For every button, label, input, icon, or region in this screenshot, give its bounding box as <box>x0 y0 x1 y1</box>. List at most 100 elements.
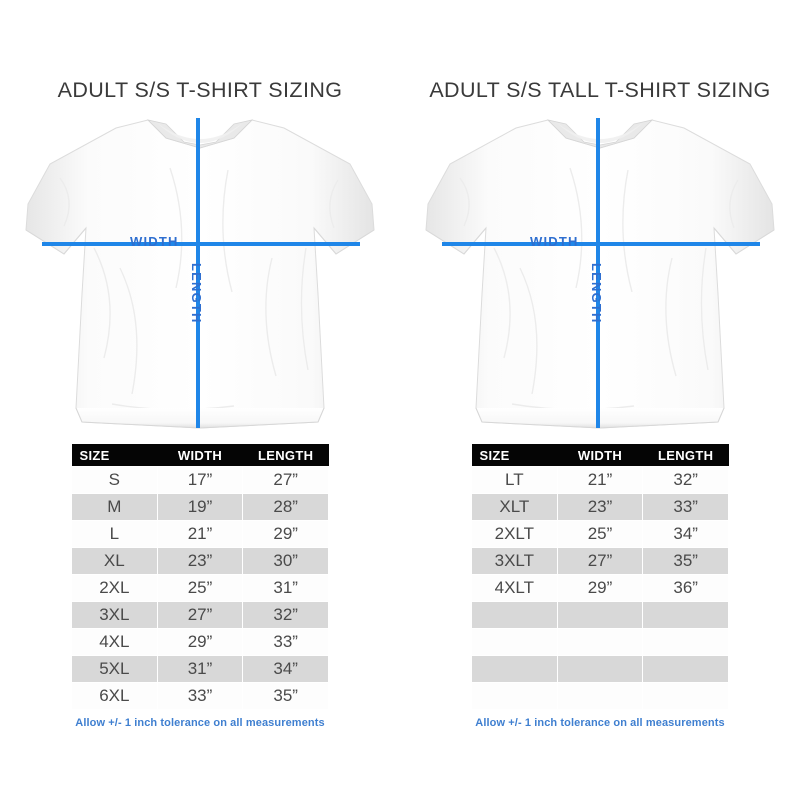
size-table-head: SIZE WIDTH LENGTH <box>71 444 329 467</box>
table-row: M 19” 28” <box>71 493 329 521</box>
length-cell: 32” <box>642 466 729 494</box>
length-cell: 28” <box>242 493 329 521</box>
table-row: L 21” 29” <box>71 520 329 548</box>
width-cell: 27” <box>556 547 644 575</box>
size-cell: 6XL <box>71 682 158 710</box>
size-cell: M <box>71 493 158 521</box>
tshirt-illustration-icon <box>25 119 375 429</box>
empty-cell <box>642 655 729 683</box>
size-cell: 4XLT <box>471 574 558 602</box>
size-cell: S <box>71 466 158 494</box>
table-row: XL 23” 30” <box>71 547 329 575</box>
table-row: XLT 23” 33” <box>471 493 729 521</box>
tshirt-diagram: WIDTH LENGTH <box>420 108 780 438</box>
size-cell: 2XL <box>71 574 158 602</box>
size-cell: XLT <box>471 493 558 521</box>
tshirt-illustration-icon <box>425 119 775 429</box>
size-cell: 2XLT <box>471 520 558 548</box>
tolerance-note: Allow +/- 1 inch tolerance on all measur… <box>475 717 725 729</box>
table-row-empty <box>471 628 729 656</box>
length-cell: 34” <box>642 520 729 548</box>
table-row-empty <box>471 601 729 629</box>
length-label: LENGTH <box>589 263 604 324</box>
panel-title: ADULT S/S TALL T-SHIRT SIZING <box>429 78 771 102</box>
empty-cell <box>556 682 644 710</box>
length-cell: 29” <box>242 520 329 548</box>
length-cell: 35” <box>242 682 329 710</box>
width-cell: 21” <box>156 520 244 548</box>
empty-cell <box>642 601 729 629</box>
length-measure-line <box>196 118 200 428</box>
sizing-panel-1: ADULT S/S TALL T-SHIRT SIZING <box>400 0 800 729</box>
length-cell: 27” <box>242 466 329 494</box>
size-cell: XL <box>71 547 158 575</box>
table-row: 6XL 33” 35” <box>71 682 329 710</box>
empty-cell <box>556 628 644 656</box>
size-cell: LT <box>471 466 558 494</box>
column-header-width: WIDTH <box>557 444 643 467</box>
size-cell: L <box>71 520 158 548</box>
size-table-head: SIZE WIDTH LENGTH <box>471 444 729 467</box>
empty-cell <box>642 628 729 656</box>
table-row: 2XL 25” 31” <box>71 574 329 602</box>
width-cell: 17” <box>156 466 244 494</box>
size-table-header-row: SIZE WIDTH LENGTH <box>471 444 729 467</box>
width-label: WIDTH <box>130 234 179 249</box>
width-cell: 33” <box>156 682 244 710</box>
size-cell: 5XL <box>71 655 158 683</box>
column-header-length: LENGTH <box>242 444 329 467</box>
width-cell: 23” <box>556 493 644 521</box>
size-table-body: S 17” 27” M 19” 28” L 21” 29” XL 23” 30” 2XL 25” 31” 3X… <box>71 466 329 710</box>
column-header-width: WIDTH <box>157 444 243 467</box>
length-cell: 36” <box>642 574 729 602</box>
width-cell: 27” <box>156 601 244 629</box>
empty-cell <box>642 682 729 710</box>
size-cell: 4XL <box>71 628 158 656</box>
width-measure-line <box>42 242 360 246</box>
empty-cell <box>471 601 558 629</box>
size-cell: 3XLT <box>471 547 558 575</box>
size-table-body: LT 21” 32” XLT 23” 33” 2XLT 25” 34” 3XLT 27” 35” 4XL… <box>471 466 729 710</box>
width-label: WIDTH <box>530 234 579 249</box>
table-row: 4XLT 29” 36” <box>471 574 729 602</box>
length-cell: 33” <box>642 493 729 521</box>
empty-cell <box>471 655 558 683</box>
tolerance-note: Allow +/- 1 inch tolerance on all measur… <box>75 717 325 729</box>
width-cell: 21” <box>556 466 644 494</box>
length-cell: 33” <box>242 628 329 656</box>
panels-container: ADULT S/S T-SHIRT SIZING <box>0 0 800 729</box>
length-label: LENGTH <box>189 263 204 324</box>
empty-cell <box>556 601 644 629</box>
width-measure-line <box>442 242 760 246</box>
length-cell: 30” <box>242 547 329 575</box>
table-row: LT 21” 32” <box>471 466 729 494</box>
table-row-empty <box>471 655 729 683</box>
table-row: 4XL 29” 33” <box>71 628 329 656</box>
column-header-size: SIZE <box>471 444 558 467</box>
empty-cell <box>471 682 558 710</box>
width-cell: 25” <box>556 520 644 548</box>
width-cell: 19” <box>156 493 244 521</box>
length-cell: 35” <box>642 547 729 575</box>
size-table-header-row: SIZE WIDTH LENGTH <box>71 444 329 467</box>
table-row: 2XLT 25” 34” <box>471 520 729 548</box>
table-row: 5XL 31” 34” <box>71 655 329 683</box>
width-cell: 25” <box>156 574 244 602</box>
column-header-length: LENGTH <box>642 444 729 467</box>
panel-title: ADULT S/S T-SHIRT SIZING <box>57 78 343 102</box>
tshirt-diagram: WIDTH LENGTH <box>20 108 380 438</box>
width-cell: 29” <box>156 628 244 656</box>
table-row: 3XL 27” 32” <box>71 601 329 629</box>
length-cell: 31” <box>242 574 329 602</box>
size-table: SIZE WIDTH LENGTH S 17” 27” M 19” 28” L 21” 29” X… <box>71 444 329 710</box>
empty-cell <box>556 655 644 683</box>
table-row-empty <box>471 682 729 710</box>
length-measure-line <box>596 118 600 428</box>
size-table: SIZE WIDTH LENGTH LT 21” 32” XLT 23” 33” 2XLT 2… <box>471 444 729 710</box>
table-row: 3XLT 27” 35” <box>471 547 729 575</box>
empty-cell <box>471 628 558 656</box>
width-cell: 29” <box>556 574 644 602</box>
sizing-panel-0: ADULT S/S T-SHIRT SIZING <box>0 0 400 729</box>
column-header-size: SIZE <box>71 444 158 467</box>
